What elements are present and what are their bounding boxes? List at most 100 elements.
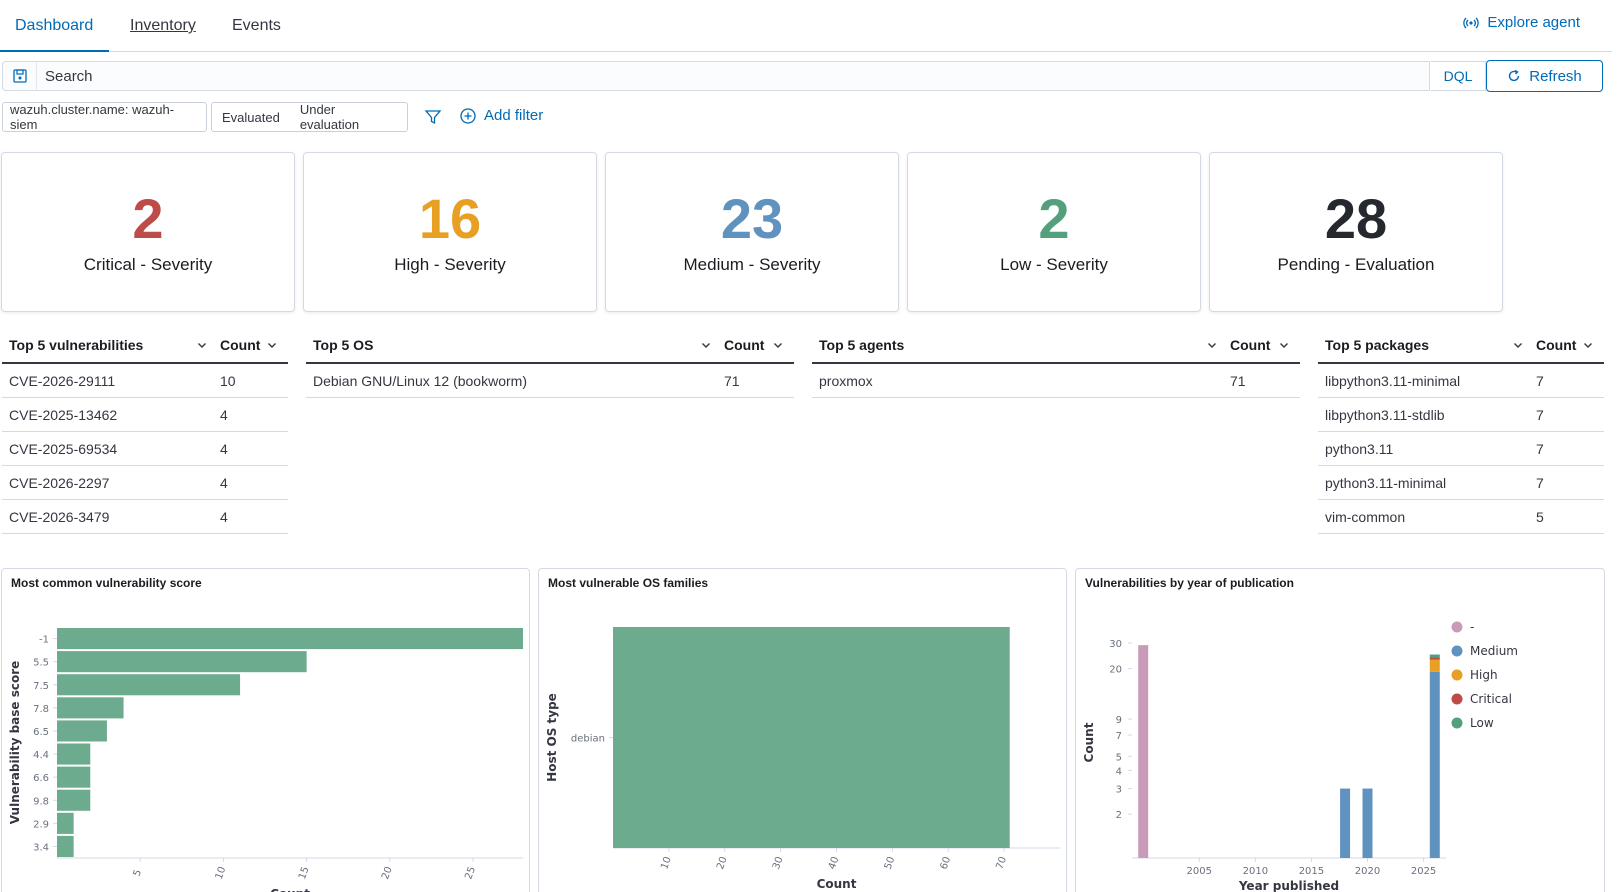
broadcast-icon [1463, 17, 1480, 28]
table-row[interactable]: libpython3.11-stdlib 7 [1318, 398, 1604, 432]
sort-chevron-icon[interactable] [1206, 339, 1218, 351]
table-row[interactable]: vim-common 5 [1318, 500, 1604, 534]
under-evaluation-option[interactable]: Under evaluation [299, 102, 360, 132]
x-tick-label: 2015 [1299, 866, 1324, 877]
top-nav: Dashboard Inventory Events Explore agent [0, 0, 1612, 52]
bar [57, 720, 107, 742]
x-tick-label: 20 [380, 865, 395, 881]
filter-icon[interactable] [424, 108, 442, 126]
y-tick-label: 7 [1116, 731, 1122, 742]
evaluated-option[interactable]: Evaluated [222, 109, 280, 125]
y-tick-label: -1 [39, 635, 49, 646]
table-row[interactable]: CVE-2026-29111 10 [2, 364, 288, 398]
column-header-count[interactable]: Count [220, 337, 261, 353]
bar-segment [1429, 659, 1440, 672]
tab-events[interactable]: Events [232, 17, 281, 34]
saved-query-button[interactable] [2, 61, 36, 91]
column-header-name[interactable]: Top 5 packages [1325, 337, 1430, 353]
x-tick-label: 2025 [1411, 866, 1436, 877]
stat-card-low[interactable]: 2 Low - Severity [907, 152, 1201, 312]
sort-chevron-icon[interactable] [772, 339, 784, 351]
column-header-name[interactable]: Top 5 OS [313, 337, 374, 353]
table-row[interactable]: CVE-2026-2297 4 [2, 466, 288, 500]
legend-label: Low [1470, 716, 1494, 730]
y-tick-label: 20 [1109, 665, 1122, 676]
y-axis-label: Host OS type [545, 693, 559, 782]
dql-toggle[interactable]: DQL [1431, 61, 1486, 91]
table-row[interactable]: Debian GNU/Linux 12 (bookworm) 71 [306, 364, 794, 398]
column-header-name[interactable]: Top 5 agents [819, 337, 905, 353]
bar [57, 766, 91, 788]
table-row[interactable]: CVE-2026-3479 4 [2, 500, 288, 534]
table-row[interactable]: python3.11 7 [1318, 432, 1604, 466]
legend-label: Medium [1470, 644, 1518, 658]
sort-chevron-icon[interactable] [1582, 339, 1594, 351]
row-count: 71 [724, 373, 740, 389]
sort-chevron-icon[interactable] [1512, 339, 1524, 351]
sort-chevron-icon[interactable] [1278, 339, 1290, 351]
row-count: 4 [220, 407, 228, 423]
row-name: python3.11 [1325, 441, 1394, 457]
table-header: Top 5 OS Count [306, 328, 794, 364]
x-tick-label: 50 [883, 855, 898, 871]
legend-swatch [1451, 645, 1463, 657]
table-row[interactable]: CVE-2025-13462 4 [2, 398, 288, 432]
sort-chevron-icon[interactable] [196, 339, 208, 351]
x-tick-label: 20 [715, 855, 730, 871]
column-header-name[interactable]: Top 5 vulnerabilities [9, 337, 144, 353]
search-input[interactable]: Search [36, 61, 1430, 91]
year-publication-panel: Vulnerabilities by year of publication 2… [1075, 568, 1605, 892]
stat-label: Pending - Evaluation [1277, 255, 1435, 274]
x-tick-label: 10 [214, 865, 229, 881]
row-name: python3.11-minimal [1325, 475, 1447, 491]
stat-card-medium[interactable]: 23 Medium - Severity [605, 152, 899, 312]
filter-pill-cluster[interactable]: wazuh.cluster.name: wazuh-siem [2, 102, 207, 132]
tab-inventory[interactable]: Inventory [130, 17, 196, 34]
table-row[interactable]: libpython3.11-minimal 7 [1318, 364, 1604, 398]
search-bar: Search DQL Refresh [0, 60, 1612, 92]
table-row[interactable]: python3.11-minimal 7 [1318, 466, 1604, 500]
row-count: 5 [1536, 509, 1544, 525]
y-tick-label: 6.6 [33, 773, 49, 784]
stat-value: 28 [1324, 187, 1388, 250]
bar [57, 812, 74, 834]
y-tick-label: 5.5 [33, 658, 49, 669]
y-axis-label: Vulnerability base score [8, 661, 22, 825]
row-name: proxmox [819, 373, 873, 389]
bar [57, 743, 91, 765]
table-row[interactable]: proxmox 71 [812, 364, 1300, 398]
y-tick-label: 5 [1116, 752, 1122, 763]
table-header: Top 5 vulnerabilities Count [2, 328, 288, 364]
stat-value: 2 [1038, 187, 1070, 250]
refresh-button[interactable]: Refresh [1486, 60, 1603, 92]
x-tick-label: 2020 [1355, 866, 1380, 877]
y-tick-label: 4.4 [33, 750, 49, 761]
bar-segment [1362, 788, 1373, 858]
y-tick-label: 6.5 [33, 727, 49, 738]
os-families-chart: debian 10 20 30 40 50 60 70 Count Host OS type [545, 627, 1060, 891]
y-tick-label: 30 [1109, 639, 1122, 650]
stat-card-critical[interactable]: 2 Critical - Severity [1, 152, 295, 312]
table-row[interactable]: CVE-2025-69534 4 [2, 432, 288, 466]
tab-dashboard[interactable]: Dashboard [0, 17, 110, 52]
row-count: 4 [220, 441, 228, 457]
stat-card-pending[interactable]: 28 Pending - Evaluation [1209, 152, 1503, 312]
column-header-count[interactable]: Count [724, 337, 765, 353]
stat-label: Low - Severity [1000, 255, 1108, 274]
stat-card-high[interactable]: 16 High - Severity [303, 152, 597, 312]
row-count: 7 [1536, 407, 1544, 423]
row-name: libpython3.11-minimal [1325, 373, 1461, 389]
row-count: 10 [220, 373, 236, 389]
explore-agent-button[interactable]: Explore agent [1463, 14, 1580, 31]
column-header-count[interactable]: Count [1230, 337, 1271, 353]
sort-chevron-icon[interactable] [700, 339, 712, 351]
plus-circle-icon [460, 107, 476, 124]
legend-swatch [1451, 621, 1463, 633]
y-tick-label: 2 [1116, 810, 1122, 821]
x-tick-label: 2010 [1243, 866, 1268, 877]
sort-chevron-icon[interactable] [266, 339, 278, 351]
row-name: Debian GNU/Linux 12 (bookworm) [313, 373, 527, 389]
add-filter-button[interactable]: Add filter [460, 107, 543, 124]
bar [57, 697, 124, 719]
column-header-count[interactable]: Count [1536, 337, 1577, 353]
